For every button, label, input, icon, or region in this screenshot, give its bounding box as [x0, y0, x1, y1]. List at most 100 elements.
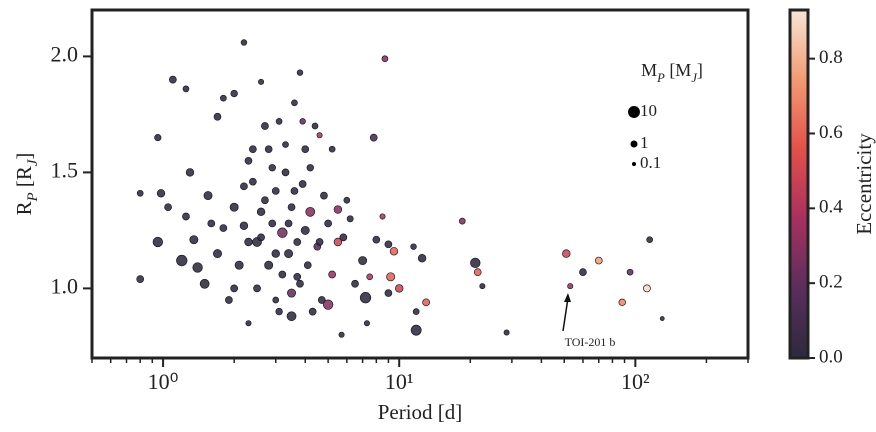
planet-point	[192, 262, 203, 273]
planet-point	[594, 256, 603, 265]
planet-point	[333, 205, 343, 214]
size-legend-marker	[631, 161, 637, 167]
planet-point	[458, 217, 466, 225]
planet-point	[626, 268, 634, 276]
planet-point	[268, 164, 276, 172]
planet-point	[213, 112, 222, 121]
planet-point	[245, 320, 252, 327]
planet-point	[479, 283, 486, 290]
planet-point	[219, 224, 228, 232]
planet-point	[220, 94, 227, 102]
planet-point	[271, 187, 280, 195]
y-tick-label: 1.0	[51, 273, 79, 298]
size-legend-marker	[630, 140, 638, 148]
label-part: [R	[12, 166, 36, 192]
planet-point	[298, 180, 307, 188]
planet-point	[136, 275, 145, 283]
size-legend-label: 1	[640, 133, 649, 152]
points	[136, 39, 665, 338]
planet-point	[300, 225, 310, 235]
planet-point	[311, 122, 319, 130]
planet-point	[240, 39, 248, 46]
planet-point	[239, 221, 249, 230]
planet-point	[296, 69, 304, 76]
label-part: P	[25, 192, 41, 202]
planet-point	[343, 196, 351, 204]
planet-point	[333, 237, 343, 247]
annotation-arrowhead	[564, 293, 571, 302]
planet-point	[503, 329, 510, 336]
planet-point	[351, 279, 359, 288]
colorbar-tick-label: 0.6	[819, 122, 843, 143]
planet-point	[264, 145, 273, 154]
planet-point	[293, 238, 302, 246]
planet-point	[316, 132, 323, 139]
label-part: J	[691, 71, 698, 85]
planet-point	[277, 227, 288, 238]
planet-point	[567, 283, 574, 290]
label-part: M	[641, 60, 657, 80]
plot-frame	[90, 8, 750, 360]
planet-point	[384, 240, 393, 249]
planet-point	[328, 270, 337, 279]
planet-point	[189, 235, 199, 245]
planet-point	[284, 249, 294, 259]
planet-point	[275, 118, 283, 125]
planet-point	[618, 298, 626, 306]
x-tick-label: 10²	[621, 369, 650, 394]
planet-point	[410, 243, 417, 250]
planet-point	[338, 331, 345, 338]
planet-point	[176, 254, 188, 267]
label-part: [M	[665, 60, 692, 80]
size-legend-label: 10	[640, 101, 657, 120]
planet-point	[417, 254, 427, 263]
planet-point	[286, 311, 297, 322]
colorbar	[788, 8, 810, 360]
planet-point	[317, 296, 326, 304]
planet-point	[395, 284, 404, 293]
label-part: ]	[697, 60, 703, 80]
planet-point	[379, 213, 386, 220]
annotation: TOI-201 b	[565, 335, 616, 349]
colorbar-tick-label: 0.2	[819, 272, 843, 293]
planet-point	[154, 134, 162, 142]
planet-point	[320, 191, 328, 200]
size-legend-marker	[628, 106, 640, 118]
planet-point	[366, 273, 374, 281]
planet-point	[249, 177, 257, 186]
planet-point	[199, 278, 210, 289]
planet-point	[278, 270, 287, 279]
planet-point	[268, 219, 277, 228]
planet-point	[264, 260, 274, 270]
planet-point	[659, 316, 665, 321]
planet-point	[470, 257, 481, 269]
planet-point	[136, 189, 144, 197]
size-legend-title: MP [MJ]	[641, 60, 703, 85]
planet-point	[306, 164, 314, 172]
planet-point	[258, 78, 265, 85]
planet-point	[301, 145, 310, 154]
planet-point	[287, 203, 296, 212]
planet-point	[287, 288, 297, 298]
planet-point	[256, 207, 266, 217]
planet-point	[346, 215, 354, 223]
planet-point	[271, 249, 280, 258]
planet-point	[230, 89, 238, 98]
planet-point	[156, 189, 166, 198]
x-axis-label: Period [d]	[378, 400, 463, 424]
planet-point	[281, 168, 290, 177]
planet-point	[290, 187, 299, 195]
colorbar-tick-label: 0.0	[819, 346, 843, 367]
annotation-arrow	[562, 297, 569, 332]
planet-point	[410, 324, 422, 336]
planet-point	[169, 75, 177, 84]
planet-point	[363, 320, 370, 327]
planet-point	[315, 238, 324, 246]
planet-point	[257, 233, 265, 242]
planet-point	[282, 141, 289, 148]
planet-point	[296, 279, 304, 288]
planet-point	[562, 249, 571, 258]
planet-point	[358, 256, 368, 266]
planet-point	[164, 203, 172, 212]
